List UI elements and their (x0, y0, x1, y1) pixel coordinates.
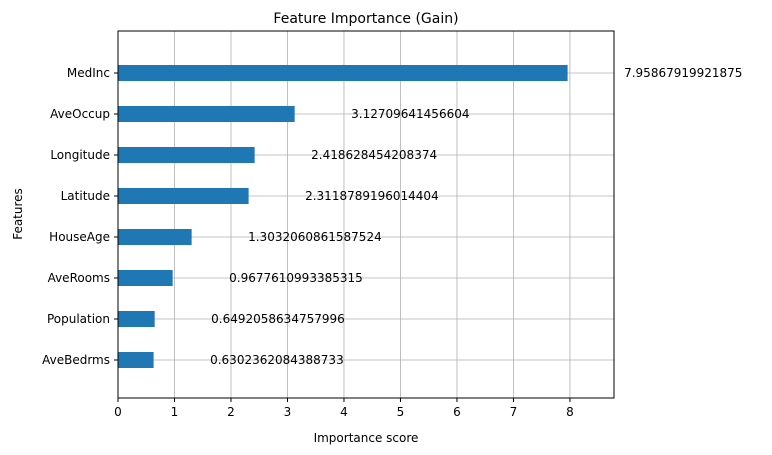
y-tick-label-Latitude: Latitude (61, 189, 110, 203)
y-tick-label-AveOccup: AveOccup (50, 107, 110, 121)
x-tick-label-3: 3 (284, 405, 292, 419)
x-tick-label-5: 5 (397, 405, 405, 419)
y-tick-label-MedInc: MedInc (67, 66, 110, 80)
data-label-AveRooms: 0.9677610993385315 (229, 271, 363, 285)
y-tick-label-AveRooms: AveRooms (48, 271, 110, 285)
bar-AveRooms (118, 270, 173, 286)
bars (118, 65, 568, 368)
x-tick-label-8: 8 (566, 405, 574, 419)
y-tick-label-Population: Population (47, 312, 110, 326)
data-label-MedInc: 7.95867919921875 (624, 66, 742, 80)
x-tick-label-0: 0 (114, 405, 122, 419)
data-label-Longitude: 2.418628454208374 (311, 148, 437, 162)
data-labels: 7.95867919921875 3.12709641456604 2.418628… (210, 66, 742, 367)
bar-Longitude (118, 147, 255, 163)
y-tick-label-Longitude: Longitude (50, 148, 110, 162)
bar-Latitude (118, 188, 249, 204)
plot-frame (117, 30, 615, 399)
bar-Population (118, 311, 155, 327)
y-axis-label: Features (11, 188, 25, 240)
chart-title: Feature Importance (Gain) (273, 11, 458, 27)
data-label-HouseAge: 1.3032060861587524 (248, 230, 382, 244)
y-ticks: MedInc AveOccup Longitude Latitude HouseAge A… (42, 66, 118, 367)
bar-MedInc (118, 65, 568, 81)
data-label-AveOccup: 3.12709641456604 (351, 107, 469, 121)
data-label-AveBedrms: 0.6302362084388733 (210, 353, 344, 367)
bar-HouseAge (118, 229, 192, 245)
x-tick-label-7: 7 (510, 405, 518, 419)
bar-AveBedrms (118, 352, 154, 368)
x-tick-label-4: 4 (340, 405, 348, 419)
data-label-Latitude: 2.3118789196014404 (305, 189, 439, 203)
data-label-Population: 0.6492058634757996 (211, 312, 345, 326)
x-tick-label-2: 2 (227, 405, 235, 419)
x-axis-label: Importance score (314, 431, 419, 445)
x-tick-label-6: 6 (453, 405, 461, 419)
y-tick-label-HouseAge: HouseAge (49, 230, 110, 244)
x-ticks: 0 1 2 3 4 5 6 7 8 (114, 398, 574, 419)
bar-AveOccup (118, 106, 295, 122)
x-tick-label-1: 1 (171, 405, 179, 419)
y-tick-label-AveBedrms: AveBedrms (42, 353, 110, 367)
